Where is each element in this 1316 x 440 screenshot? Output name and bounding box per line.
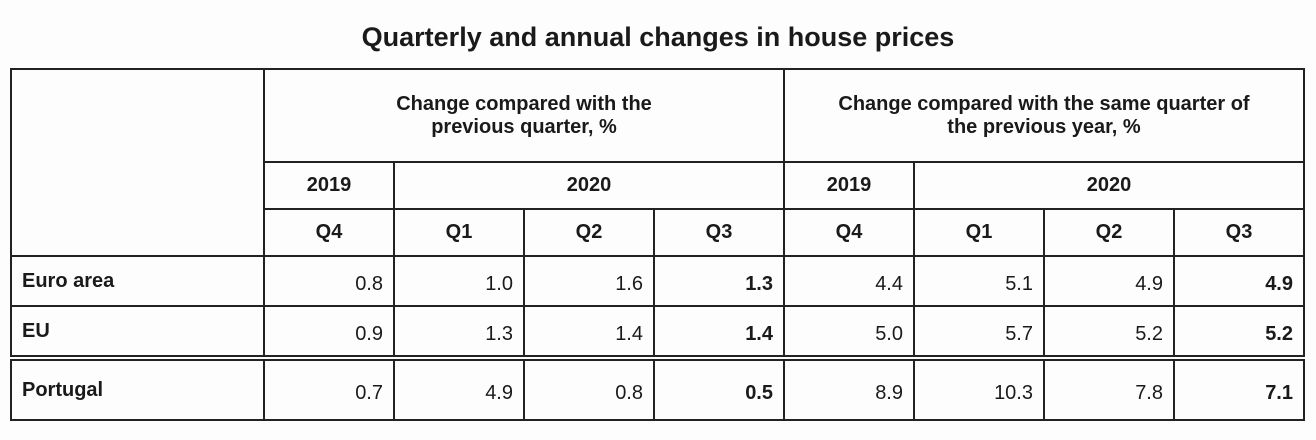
group-header: Change compared with the previous quarte… <box>263 68 785 163</box>
value-cell: 1.6 <box>523 255 655 307</box>
year-header: 2019 <box>263 161 395 210</box>
year-row: 2019 2020 2019 2020 <box>11 161 1305 210</box>
value-cell: 5.1 <box>913 255 1045 307</box>
row-label: Euro area <box>10 255 265 307</box>
value-cell: 5.7 <box>913 305 1045 359</box>
data-row: Portugal 0.7 4.9 0.8 0.5 8.9 10.3 7.8 7.1 <box>10 355 1305 421</box>
year-header: 2020 <box>913 161 1305 210</box>
row-label: EU <box>10 305 265 359</box>
value-cell: 1.0 <box>393 255 525 307</box>
group-header-text: Change compared with the previous quarte… <box>396 92 652 138</box>
row-label: Portugal <box>10 355 265 421</box>
table-title: Quarterly and annual changes in house pr… <box>361 22 955 52</box>
value-cell: 5.0 <box>783 305 915 359</box>
quarter-header: Q3 <box>1173 208 1305 257</box>
quarter-header: Q4 <box>263 208 395 257</box>
value-cell: 0.9 <box>263 305 395 359</box>
value-cell: 4.4 <box>783 255 915 307</box>
value-cell: 0.5 <box>653 355 785 421</box>
quarter-header: Q1 <box>913 208 1045 257</box>
group-header: Change compared with the same quarter of… <box>783 68 1305 163</box>
value-cell: 1.3 <box>393 305 525 359</box>
corner-cell <box>10 68 265 257</box>
value-cell: 10.3 <box>913 355 1045 421</box>
value-cell: 7.8 <box>1043 355 1175 421</box>
value-cell: 1.3 <box>653 255 785 307</box>
value-cell: 0.8 <box>263 255 395 307</box>
quarter-row: Q4 Q1 Q2 Q3 Q4 Q1 Q2 Q3 <box>11 208 1305 257</box>
quarter-header: Q2 <box>1043 208 1175 257</box>
value-cell: 4.9 <box>1173 255 1305 307</box>
value-cell: 0.8 <box>523 355 655 421</box>
header-row: Change compared with the previous quarte… <box>10 68 1305 257</box>
group-header-text: Change compared with the same quarter of… <box>838 92 1250 138</box>
data-table: Change compared with the previous quarte… <box>10 68 1305 421</box>
table-body: Change compared with the previous quarte… <box>10 68 1305 421</box>
data-row: EU 0.9 1.3 1.4 1.4 5.0 5.7 5.2 5.2 <box>10 305 1305 359</box>
value-cell: 4.9 <box>393 355 525 421</box>
value-cell: 8.9 <box>783 355 915 421</box>
value-cell: 5.2 <box>1173 305 1305 359</box>
value-cell: 7.1 <box>1173 355 1305 421</box>
quarter-header: Q4 <box>783 208 915 257</box>
value-cell: 4.9 <box>1043 255 1175 307</box>
value-cell: 1.4 <box>653 305 785 359</box>
value-cell: 0.7 <box>263 355 395 421</box>
quarter-header: Q3 <box>653 208 785 257</box>
quarter-header: Q2 <box>523 208 655 257</box>
year-header: 2020 <box>393 161 785 210</box>
value-cell: 5.2 <box>1043 305 1175 359</box>
data-row: Euro area 0.8 1.0 1.6 1.3 4.4 5.1 4.9 4.9 <box>10 255 1305 307</box>
quarter-header: Q1 <box>393 208 525 257</box>
year-header: 2019 <box>783 161 915 210</box>
value-cell: 1.4 <box>523 305 655 359</box>
